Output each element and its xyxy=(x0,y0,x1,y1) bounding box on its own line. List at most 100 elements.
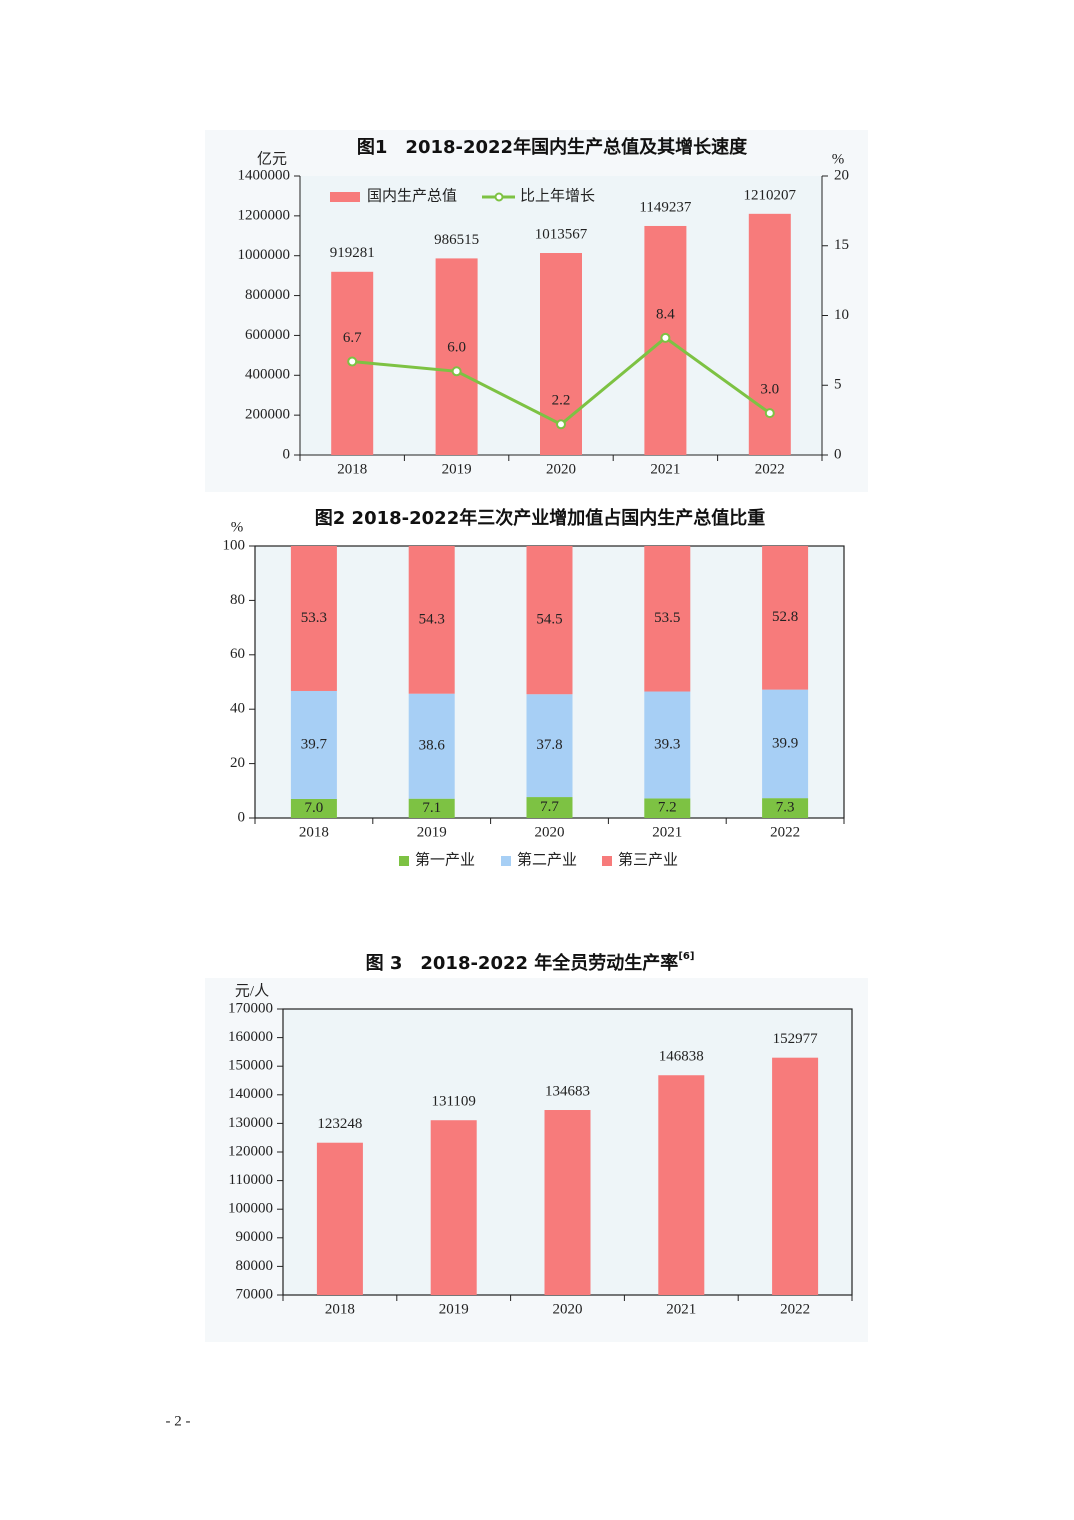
title-text: 图 3 2018-2022 年全员劳动生产率 xyxy=(366,952,679,974)
y2-unit: % xyxy=(832,151,845,167)
x-tick-label: 2018 xyxy=(337,461,367,477)
legend-label: 国内生产总值 xyxy=(367,187,457,204)
y-tick-label: 160000 xyxy=(228,1029,273,1045)
value-label: 7.7 xyxy=(540,799,559,815)
bar-segment xyxy=(526,694,573,798)
x-tick-label: 2019 xyxy=(439,1301,469,1317)
value-label: 146838 xyxy=(659,1049,704,1065)
value-label: 7.3 xyxy=(776,800,795,816)
value-label: 3.0 xyxy=(760,382,779,398)
x-tick-label: 2022 xyxy=(770,824,800,840)
bar-segment xyxy=(644,546,691,692)
point xyxy=(764,408,775,419)
y2-tick-label: 20 xyxy=(834,167,849,183)
y-tick-label: 130000 xyxy=(228,1115,273,1131)
value-label: 123248 xyxy=(317,1116,362,1132)
y2-tick-label: 5 xyxy=(834,377,842,393)
point xyxy=(556,419,566,430)
bar xyxy=(435,258,478,455)
bar-segment xyxy=(408,546,455,694)
bar xyxy=(748,213,791,455)
bar-segment xyxy=(408,693,455,799)
y-unit: % xyxy=(231,519,244,535)
y-tick-label: 1200000 xyxy=(238,207,291,223)
bar xyxy=(544,1110,591,1295)
x-tick-label: 2021 xyxy=(666,1301,696,1317)
x-tick-label: 2021 xyxy=(650,461,680,477)
bar-segment xyxy=(762,798,809,818)
y2-tick-label: 0 xyxy=(834,446,842,462)
legend-swatch xyxy=(330,192,360,202)
bar-segment xyxy=(644,691,691,799)
y-tick-label: 70000 xyxy=(236,1286,274,1302)
value-label: 39.3 xyxy=(654,736,680,752)
bar-segment xyxy=(290,690,337,799)
bar-segment xyxy=(290,798,337,818)
value-label: 54.3 xyxy=(419,611,445,627)
y-tick-label: 170000 xyxy=(228,1000,273,1016)
value-label: 1013567 xyxy=(535,226,588,242)
bar-segment xyxy=(526,797,573,818)
value-label: 53.5 xyxy=(654,610,680,626)
x-tick-label: 2019 xyxy=(417,824,447,840)
legend-swatch xyxy=(494,192,504,202)
x-tick-label: 2021 xyxy=(652,824,682,840)
value-label: 39.7 xyxy=(301,736,328,752)
legend-label: 第一产业 xyxy=(415,850,475,868)
value-label: 7.1 xyxy=(422,800,441,816)
x-tick-label: 2018 xyxy=(325,1301,355,1317)
y-tick-label: 80 xyxy=(230,592,245,608)
value-label: 1210207 xyxy=(744,187,797,203)
value-label: 6.0 xyxy=(447,340,466,356)
y-tick-label: 1400000 xyxy=(238,167,291,183)
y-unit: 亿元 xyxy=(257,150,287,167)
value-label: 152977 xyxy=(773,1031,819,1047)
page-number: - 2 - xyxy=(166,1413,191,1429)
value-label: 52.8 xyxy=(772,609,798,625)
x-tick-label: 2020 xyxy=(546,461,576,477)
bar xyxy=(658,1075,705,1295)
value-label: 6.7 xyxy=(343,330,362,346)
value-label: 986515 xyxy=(434,232,479,248)
y-tick-label: 120000 xyxy=(228,1143,273,1159)
value-label: 7.2 xyxy=(658,800,677,816)
chart-title: 图1 2018-2022年国内生产总值及其增长速度 xyxy=(357,136,748,158)
y-tick-label: 800000 xyxy=(245,287,290,303)
point xyxy=(451,366,462,377)
value-label: 2.2 xyxy=(552,393,571,409)
y-unit: 元/人 xyxy=(235,982,269,999)
legend-label: 比上年增长 xyxy=(520,187,595,204)
bar xyxy=(316,1142,363,1295)
chart-title: 图 3 2018-2022 年全员劳动生产率[6] xyxy=(366,951,695,974)
x-tick-label: 2022 xyxy=(755,461,785,477)
y-tick-label: 600000 xyxy=(245,327,290,343)
legend-swatch xyxy=(501,856,511,866)
bar-segment xyxy=(290,546,337,691)
legend-label: 第三产业 xyxy=(618,850,678,868)
value-label: 1149237 xyxy=(639,199,691,215)
y-tick-label: 100 xyxy=(223,537,246,553)
point xyxy=(347,356,358,367)
title-superscript: [6] xyxy=(678,951,694,962)
value-label: 919281 xyxy=(330,245,375,261)
value-label: 134683 xyxy=(545,1083,590,1099)
bar-segment xyxy=(408,798,455,818)
value-label: 37.8 xyxy=(536,737,562,753)
y-tick-label: 90000 xyxy=(236,1229,274,1245)
x-tick-label: 2020 xyxy=(553,1301,583,1317)
value-label: 7.0 xyxy=(305,800,324,816)
x-tick-label: 2022 xyxy=(780,1301,810,1317)
y-tick-label: 1000000 xyxy=(238,247,291,263)
value-label: 39.9 xyxy=(772,735,798,751)
value-label: 53.3 xyxy=(301,610,327,626)
y-tick-label: 0 xyxy=(238,809,246,825)
value-label: 8.4 xyxy=(656,306,675,322)
x-tick-label: 2018 xyxy=(299,824,329,840)
bar xyxy=(430,1120,477,1295)
x-tick-label: 2019 xyxy=(442,461,472,477)
point xyxy=(660,332,671,343)
value-label: 38.6 xyxy=(419,738,446,754)
y-tick-label: 140000 xyxy=(228,1086,273,1102)
chart-title: 图2 2018-2022年三次产业增加值占国内生产总值比重 xyxy=(315,507,765,529)
